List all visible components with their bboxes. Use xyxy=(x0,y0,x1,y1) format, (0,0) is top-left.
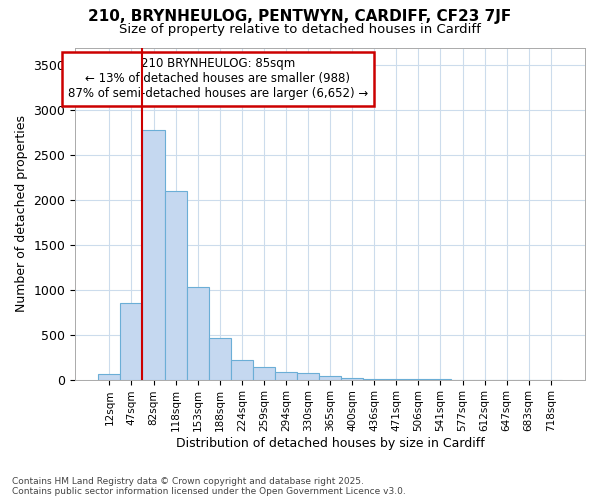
Bar xyxy=(341,378,363,380)
Text: Size of property relative to detached houses in Cardiff: Size of property relative to detached ho… xyxy=(119,22,481,36)
X-axis label: Distribution of detached houses by size in Cardiff: Distribution of detached houses by size … xyxy=(176,437,484,450)
Y-axis label: Number of detached properties: Number of detached properties xyxy=(15,115,28,312)
Bar xyxy=(121,304,142,380)
Bar xyxy=(209,338,231,380)
Bar xyxy=(98,374,121,380)
Bar xyxy=(275,372,297,380)
Bar xyxy=(142,130,164,380)
Bar xyxy=(164,191,187,380)
Bar xyxy=(231,360,253,380)
Text: 210 BRYNHEULOG: 85sqm
← 13% of detached houses are smaller (988)
87% of semi-det: 210 BRYNHEULOG: 85sqm ← 13% of detached … xyxy=(68,58,368,100)
Text: 210, BRYNHEULOG, PENTWYN, CARDIFF, CF23 7JF: 210, BRYNHEULOG, PENTWYN, CARDIFF, CF23 … xyxy=(88,9,512,24)
Text: Contains HM Land Registry data © Crown copyright and database right 2025.
Contai: Contains HM Land Registry data © Crown c… xyxy=(12,476,406,496)
Bar xyxy=(187,287,209,380)
Bar xyxy=(253,366,275,380)
Bar xyxy=(297,374,319,380)
Bar xyxy=(319,376,341,380)
Bar xyxy=(363,378,385,380)
